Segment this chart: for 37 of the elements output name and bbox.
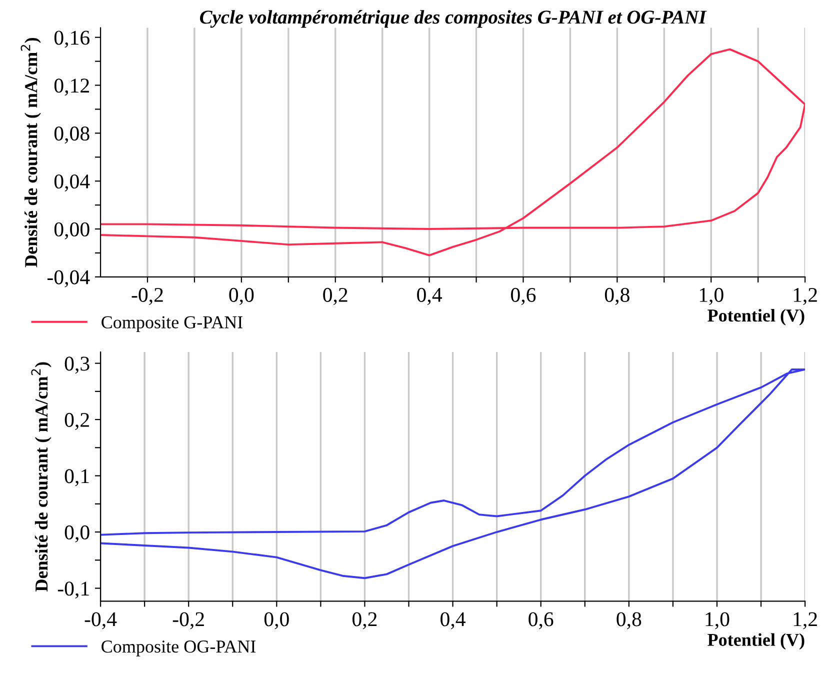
- x-tick-label: 1,0: [700, 288, 724, 305]
- x-tick-label: -0,4: [84, 612, 117, 630]
- x-axis-title: Potentiel (V): [708, 633, 804, 650]
- x-tick-label: 1,2: [794, 612, 817, 630]
- y-tick-label: -0,04: [47, 270, 90, 288]
- x-tick-label: 0,6: [511, 288, 536, 305]
- x-axis-title: Potentiel (V): [708, 308, 804, 326]
- legend-label: Composite OG-PANI: [102, 640, 256, 656]
- y-tick-label: 0,16: [54, 30, 90, 48]
- x-tick-label: 0,0: [229, 288, 254, 305]
- line-series: [100, 368, 806, 580]
- y-tick-label: 0,04: [54, 174, 90, 192]
- x-tick-label: 0,2: [323, 288, 348, 305]
- legend-label: Composite G-PANI: [102, 316, 243, 332]
- y-axis-title: Densité de courant ( mA/cm$^{2}$): [31, 362, 52, 592]
- x-tick-label: 0,8: [604, 288, 630, 305]
- x-tick-label: 0,4: [440, 612, 466, 630]
- y-axis-title: Densité de courant ( mA/cm$^{2}$): [20, 38, 41, 268]
- x-tick-label: 1,0: [706, 612, 730, 630]
- x-tick-label: -0,2: [172, 612, 204, 630]
- line-series: [100, 48, 806, 256]
- y-tick-label: -0,1: [58, 582, 89, 599]
- y-tick-label: 0,1: [64, 469, 89, 486]
- x-tick-label: 1,2: [794, 288, 817, 305]
- chart-title: Cycle voltampérométrique des composites G-PANI et OG-PANI: [200, 10, 707, 28]
- y-tick-label: 0,3: [64, 356, 90, 374]
- x-tick-label: 0,8: [616, 612, 642, 630]
- y-tick-label: 0,00: [54, 222, 90, 240]
- x-tick-label: 0,6: [528, 612, 554, 630]
- x-tick-label: 0,2: [352, 612, 377, 630]
- y-tick-label: 0,0: [64, 525, 90, 542]
- y-tick-label: 0,12: [54, 78, 89, 96]
- x-tick-label: 0,0: [264, 612, 289, 630]
- y-tick-label: 0,2: [64, 412, 89, 430]
- x-tick-label: 0,4: [417, 288, 442, 305]
- x-tick-label: -0,2: [132, 288, 163, 305]
- y-tick-label: 0,08: [54, 126, 90, 144]
